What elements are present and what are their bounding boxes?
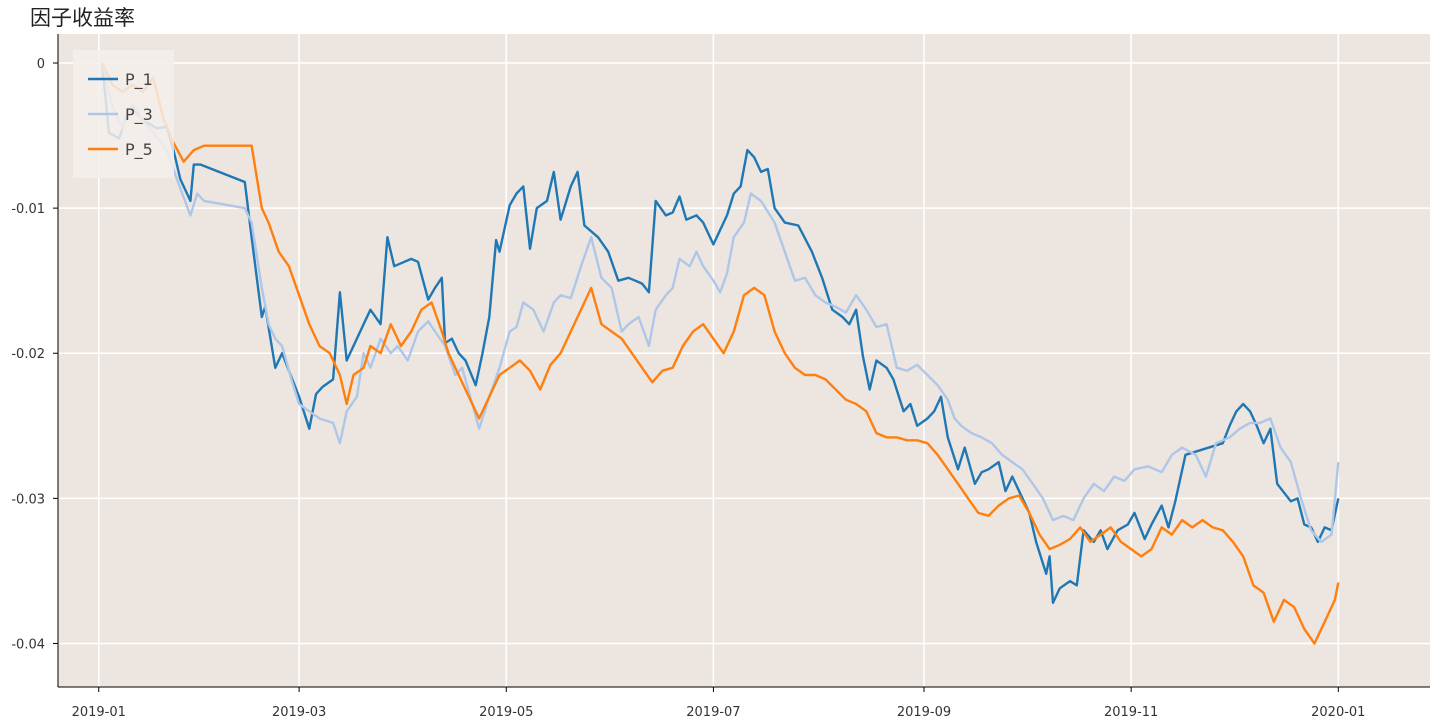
plot-background [58, 34, 1430, 687]
x-tick-label: 2019-11 [1104, 705, 1158, 720]
x-tick-label: 2019-05 [479, 705, 533, 720]
y-tick-label: -0.04 [11, 637, 45, 652]
x-tick-label: 2019-09 [897, 705, 951, 720]
series-layer [100, 62, 1340, 645]
y-tick-label: 0 [37, 57, 45, 72]
y-tick-label: -0.02 [11, 347, 45, 362]
series-line-p_1 [100, 62, 1340, 604]
y-tick-label: -0.01 [11, 202, 45, 217]
legend-label: P_3 [125, 105, 153, 125]
axes: 0 -0.01 -0.02 -0.03 -0.04 2019-01 2019-03 2019-… [11, 34, 1430, 720]
grid [58, 34, 1430, 687]
legend: P_1 P_3 P_5 [73, 50, 174, 178]
chart-title: 因子收益率 [30, 6, 135, 30]
x-tick-label: 2019-03 [272, 705, 326, 720]
series-line-p_5 [101, 62, 1340, 645]
legend-label: P_5 [125, 140, 153, 160]
y-tick-label: -0.03 [11, 492, 45, 507]
x-tick-label: 2019-01 [72, 705, 126, 720]
x-tick-label: 2019-07 [686, 705, 740, 720]
x-tick-label: 2020-01 [1311, 705, 1365, 720]
series-line-p_3 [100, 62, 1340, 544]
legend-label: P_1 [125, 70, 153, 90]
